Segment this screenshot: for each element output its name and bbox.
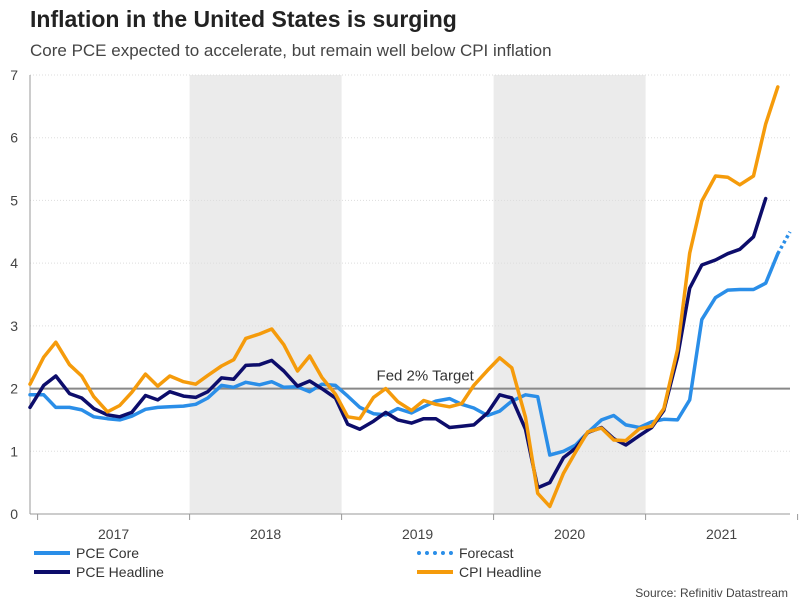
- x-tick-label-2020: 2020: [554, 526, 585, 542]
- x-tick-label-2019: 2019: [402, 526, 433, 542]
- y-tick-label-2: 2: [10, 381, 18, 397]
- series-line-cpi-headline: [28, 85, 780, 509]
- series-line-forecast: [776, 230, 792, 255]
- y-tick-label-6: 6: [10, 130, 18, 146]
- legend-swatch-forecast: [417, 551, 453, 555]
- y-tick-label-0: 0: [10, 506, 18, 522]
- y-tick-label-7: 7: [10, 67, 18, 83]
- legend-label-forecast: Forecast: [459, 545, 514, 561]
- legend-label-pce-core: PCE Core: [76, 545, 140, 561]
- legend-item-cpi-headline: CPI Headline: [417, 564, 542, 580]
- x-tick-label-2017: 2017: [98, 526, 129, 542]
- chart-subtitle: Core PCE expected to accelerate, but rem…: [30, 41, 552, 60]
- fed-target-label: Fed 2% Target: [377, 368, 475, 385]
- x-tick-label-2021: 2021: [706, 526, 737, 542]
- y-tick-label-1: 1: [10, 443, 18, 459]
- legend-swatch-pce-core: [34, 551, 70, 555]
- legend-swatch-pce-headline: [34, 570, 70, 574]
- source-note: Source: Refinitiv Datastream: [635, 586, 788, 600]
- shade-band-2018: [189, 75, 342, 514]
- legend-swatch-cpi-headline: [417, 570, 453, 574]
- legend-item-forecast: Forecast: [417, 545, 513, 561]
- y-tick-label-5: 5: [10, 192, 18, 208]
- y-tick-label-3: 3: [10, 318, 18, 334]
- legend-item-pce-headline: PCE Headline: [34, 564, 164, 580]
- series-line-pce-headline: [28, 196, 768, 490]
- y-tick-label-4: 4: [10, 255, 18, 271]
- x-tick-label-2018: 2018: [250, 526, 281, 542]
- series-line-pce-core: [28, 251, 780, 457]
- legend-item-pce-core: PCE Core: [34, 545, 139, 561]
- legend-label-pce-headline: PCE Headline: [76, 564, 164, 580]
- legend-label-cpi-headline: CPI Headline: [459, 564, 542, 580]
- chart-title: Inflation in the United States is surgin…: [30, 6, 457, 32]
